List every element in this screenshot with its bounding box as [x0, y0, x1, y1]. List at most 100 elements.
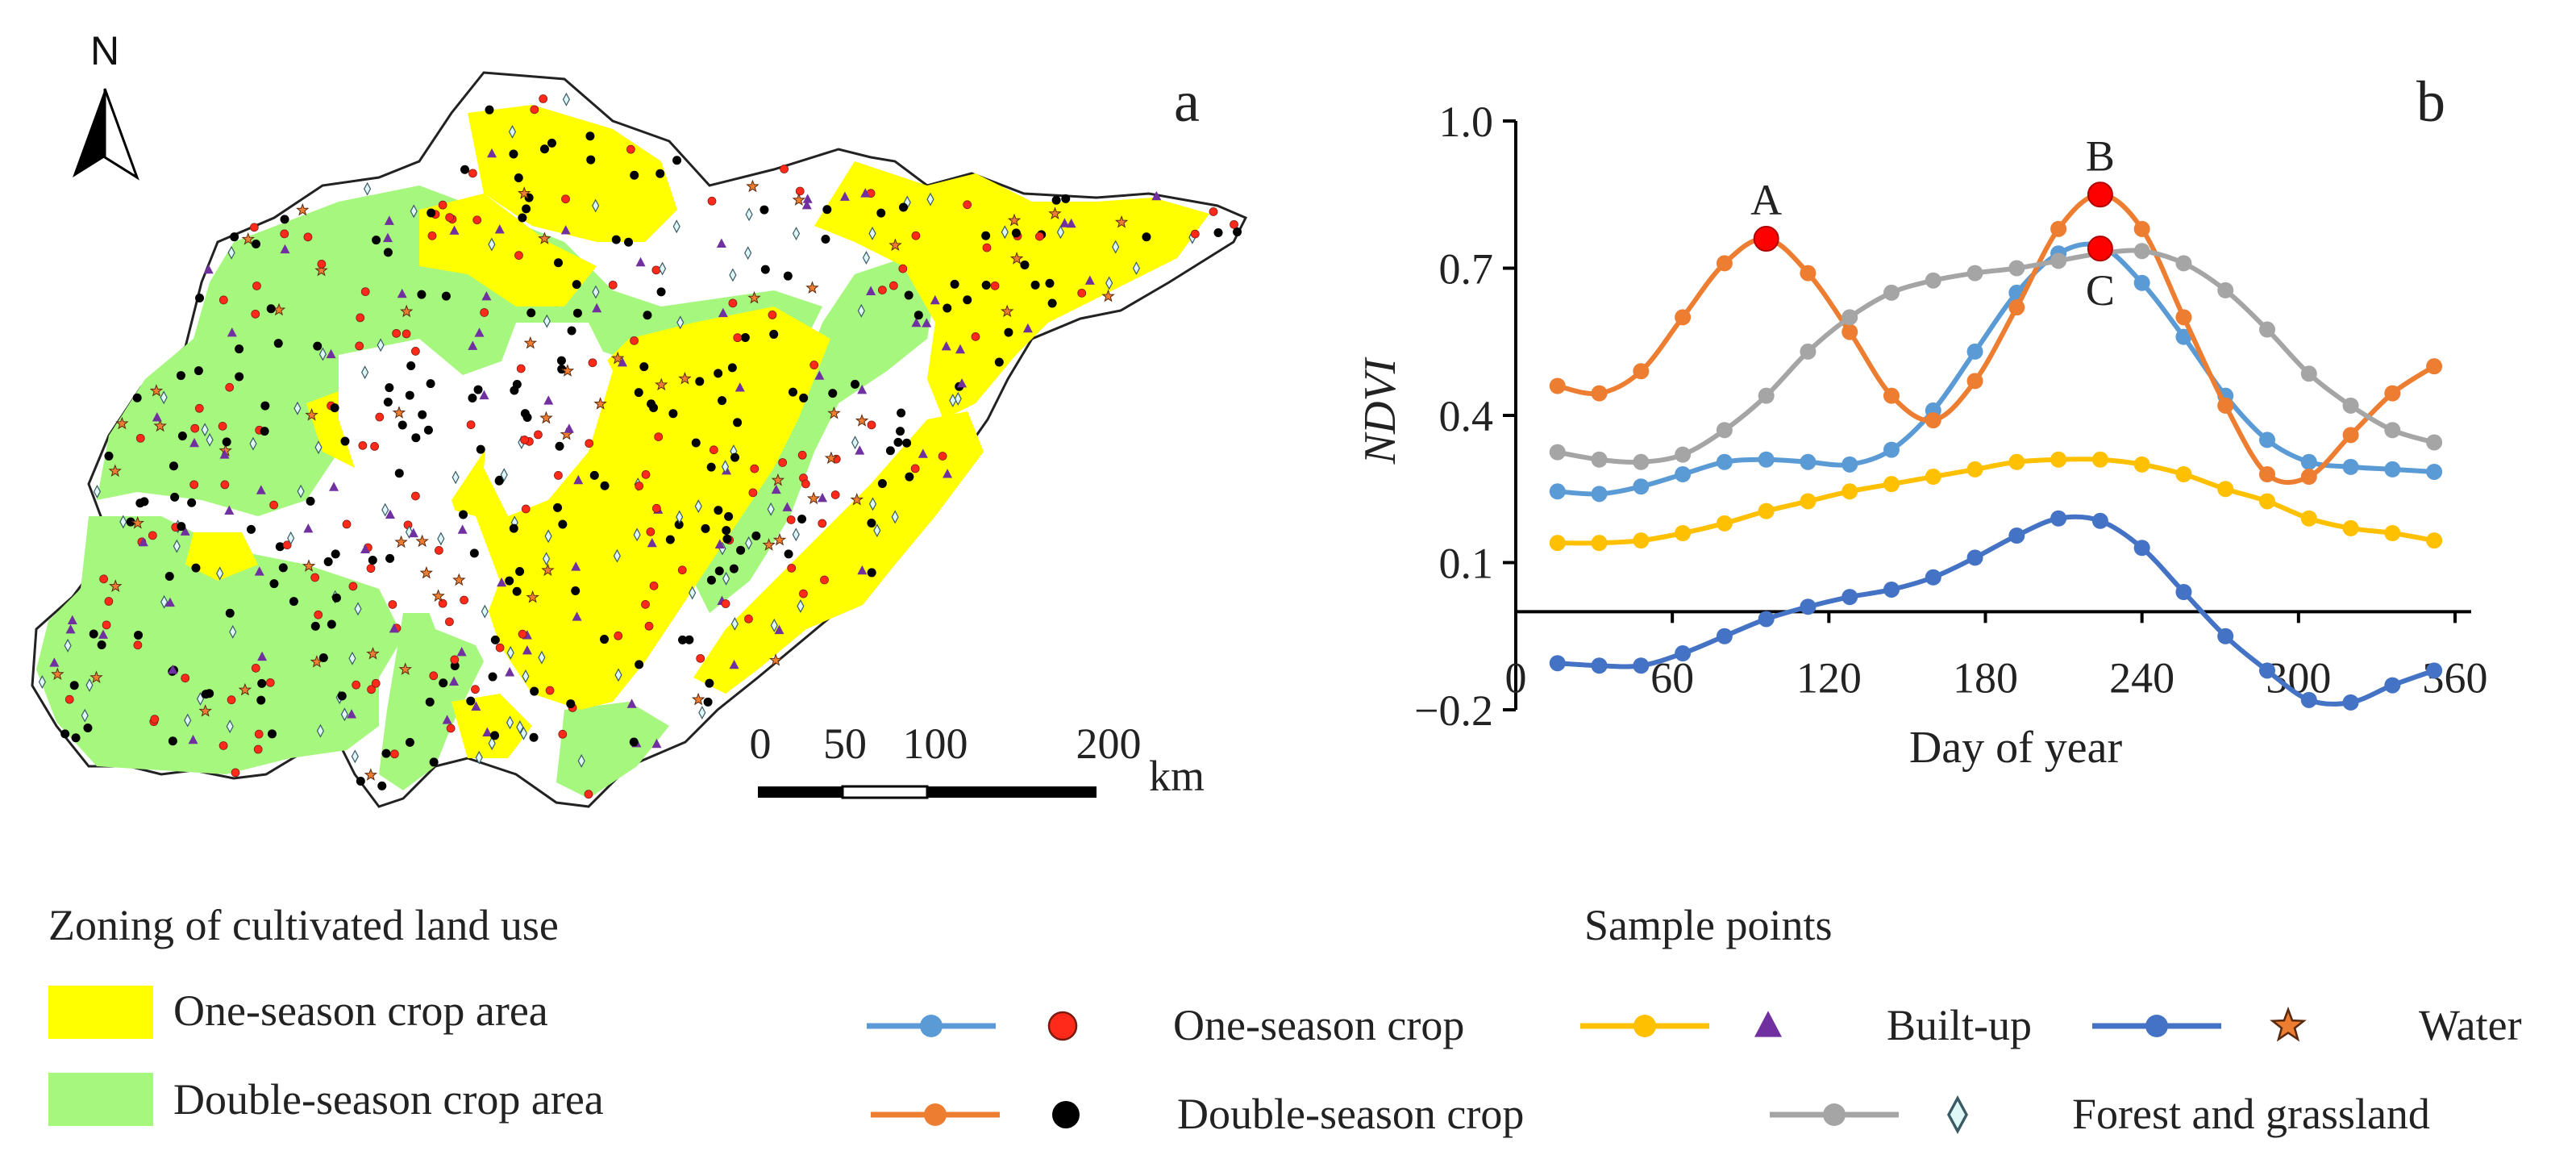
- double-season-point: [256, 695, 266, 705]
- series-point-double-season-crop: [2008, 299, 2025, 316]
- series-line-one-season-crop: [1557, 241, 2435, 497]
- double-season-point: [381, 749, 391, 758]
- built-up-point: [617, 357, 627, 367]
- water-point: [610, 351, 625, 365]
- forest-point: [544, 529, 552, 544]
- double-season-point: [1047, 298, 1057, 308]
- series-point-forest-and-grassland: [1883, 284, 1900, 301]
- forest-point: [891, 510, 899, 524]
- legend-symbol-water: [2270, 1006, 2307, 1042]
- one-season-point: [721, 599, 730, 608]
- forest-point: [770, 618, 778, 632]
- built-up-point: [487, 148, 497, 158]
- double-season-point: [275, 542, 285, 552]
- forest-point: [227, 245, 235, 260]
- legend-symbol-built-up: [1754, 1011, 1782, 1037]
- double-season-point: [330, 403, 339, 413]
- series-point-one-season-crop: [1966, 343, 1983, 360]
- built-up-point: [818, 492, 828, 503]
- one-season-point: [466, 420, 476, 429]
- forest-point: [949, 394, 957, 408]
- double-season-point: [441, 291, 451, 301]
- y-tick-label: 1.0: [1439, 98, 1494, 146]
- built-up-point: [98, 629, 108, 639]
- double-season-point: [385, 553, 395, 563]
- one-season-point: [189, 480, 199, 490]
- series-point-built-up: [1800, 493, 1817, 510]
- double-season-point: [1030, 280, 1040, 290]
- swatch-double-season: [48, 1073, 153, 1126]
- built-up-point: [280, 244, 290, 254]
- water-point: [526, 590, 539, 603]
- water-point: [746, 179, 759, 193]
- double-season-point: [69, 681, 79, 690]
- double-season-point: [97, 640, 106, 650]
- built-up-point: [860, 188, 871, 198]
- double-season-point: [104, 451, 114, 461]
- double-season-point: [460, 165, 470, 174]
- one-season-point: [370, 442, 379, 451]
- series-point-double-season-crop: [1716, 255, 1733, 272]
- one-season-point: [1230, 219, 1238, 229]
- series-point-water: [1633, 657, 1650, 674]
- built-up-point: [771, 484, 781, 494]
- double-season-point: [643, 311, 652, 320]
- forest-point: [381, 503, 389, 517]
- double-season-point: [515, 567, 525, 577]
- one-season-point: [651, 265, 661, 275]
- series-point-double-season-crop: [2175, 309, 2192, 326]
- double-season-point: [784, 549, 793, 559]
- built-up-point: [560, 225, 571, 235]
- series-point-forest-and-grassland: [1591, 451, 1608, 468]
- double-season-point: [427, 208, 436, 218]
- built-up-point: [227, 327, 237, 337]
- built-up-point: [449, 225, 460, 235]
- series-point-forest-and-grassland: [1925, 272, 1941, 289]
- one-season-point: [561, 194, 570, 204]
- built-up-point: [254, 566, 264, 576]
- series-point-one-season-crop: [1800, 453, 1817, 470]
- one-season-point: [635, 482, 644, 490]
- water-point: [850, 492, 864, 506]
- scale-tick-50: 50: [823, 719, 867, 768]
- highlight-label-b: B: [2086, 131, 2115, 180]
- one-season-point: [938, 452, 947, 461]
- series-point-forest-and-grassland: [2426, 434, 2443, 451]
- double-season-point: [902, 438, 912, 448]
- forest-point: [508, 124, 517, 139]
- double-season-point: [885, 446, 895, 456]
- sample-legend-title: Sample points: [1584, 901, 1833, 949]
- one-season-point: [251, 309, 260, 319]
- double-season-point: [1142, 232, 1151, 242]
- forest-point: [297, 484, 305, 498]
- series-point-double-season-crop: [1591, 385, 1608, 402]
- double-season-point: [473, 385, 483, 394]
- double-season-point: [893, 437, 903, 447]
- double-season-point: [555, 441, 564, 451]
- legend-line-marker-forest-and-grassland: [1823, 1103, 1846, 1126]
- highlight-point-b: [2087, 181, 2113, 208]
- scale-tick-0: 0: [750, 719, 772, 768]
- one-season-point: [438, 598, 447, 608]
- one-season-point: [480, 308, 489, 317]
- legend-symbol-one-season-crop: [1047, 1011, 1078, 1041]
- one-season-point: [910, 464, 920, 473]
- series-point-water: [1591, 657, 1608, 674]
- one-season-point: [809, 361, 819, 369]
- scale-tick-100: 100: [903, 719, 968, 768]
- one-season-point: [269, 500, 278, 510]
- double-season-point: [897, 408, 906, 418]
- panel-b-letter: b: [2416, 69, 2445, 134]
- double-season-point: [60, 729, 70, 739]
- double-season-point: [851, 379, 860, 389]
- double-season-point: [522, 413, 532, 423]
- forest-point: [506, 645, 514, 660]
- forest-point: [613, 548, 621, 563]
- series-point-water: [2091, 512, 2108, 529]
- double-season-point: [522, 204, 531, 214]
- double-season-point: [799, 393, 809, 402]
- double-season-point: [706, 462, 716, 472]
- one-season-point: [534, 430, 543, 440]
- double-season-point: [417, 290, 427, 299]
- forest-point: [293, 401, 302, 415]
